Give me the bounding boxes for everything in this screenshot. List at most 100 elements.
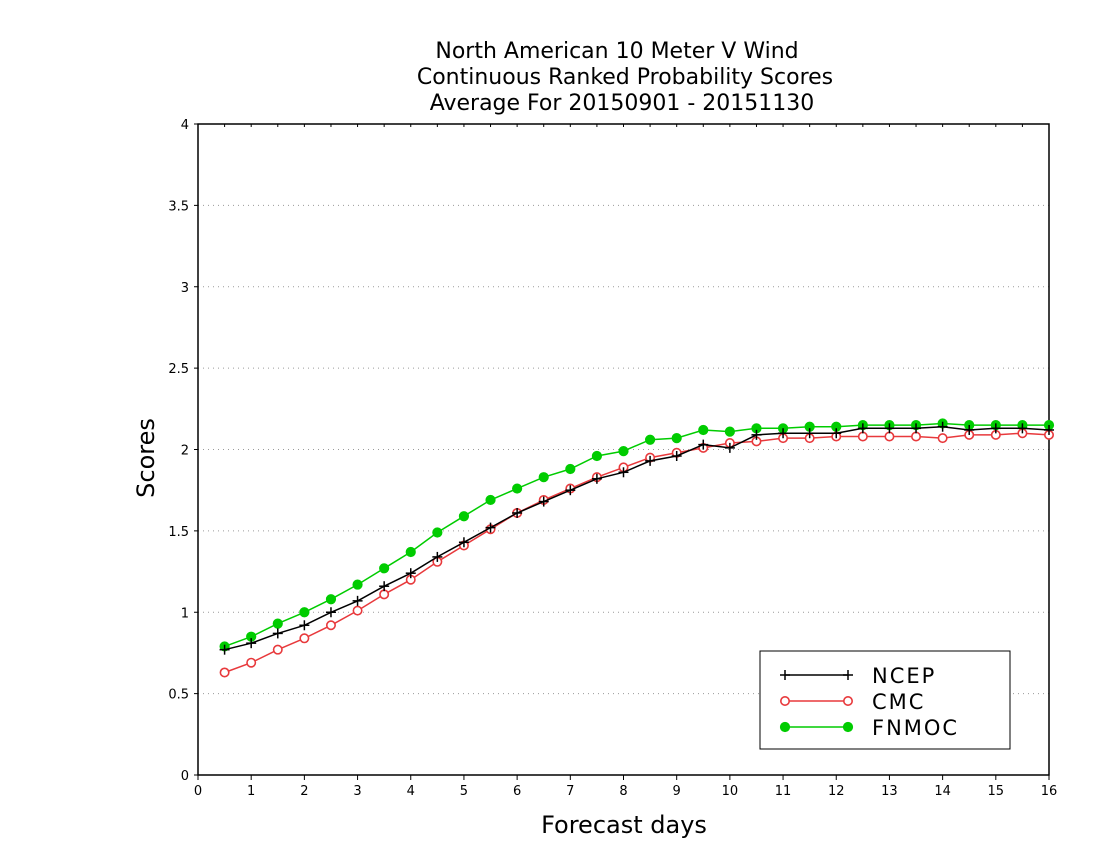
data-point-ncep xyxy=(1017,423,1028,434)
data-point-ncep xyxy=(405,568,416,579)
series-line-fnmoc xyxy=(224,422,1049,648)
data-point-ncep xyxy=(299,620,310,631)
data-point-cmc xyxy=(884,431,895,442)
data-point-ncep xyxy=(325,607,336,618)
legend-marker-cmc xyxy=(779,695,790,706)
legend-label-fnmoc: FNMOC xyxy=(872,716,959,740)
x-tick-label: 16 xyxy=(1041,784,1058,799)
data-point-ncep xyxy=(618,467,629,478)
data-point-fnmoc xyxy=(458,511,470,522)
x-tick-label: 15 xyxy=(988,784,1005,799)
data-point-cmc xyxy=(325,620,336,631)
y-tick-label: 4 xyxy=(181,118,189,133)
data-point-fnmoc xyxy=(538,472,549,483)
x-tick-label: 2 xyxy=(300,784,308,799)
chart-title-line-2: Continuous Ranked Probability Scores xyxy=(417,65,833,90)
x-tick-label: 8 xyxy=(619,784,627,799)
data-point-ncep xyxy=(246,638,257,649)
data-point-ncep xyxy=(964,424,975,435)
data-point-fnmoc xyxy=(724,426,735,437)
data-point-ncep xyxy=(565,485,576,496)
legend-label-ncep: NCEP xyxy=(872,664,936,688)
data-point-fnmoc xyxy=(565,463,576,475)
series-line-cmc xyxy=(224,432,1050,674)
data-point-cmc xyxy=(379,589,390,600)
x-tick-label: 1 xyxy=(247,784,255,799)
data-point-ncep xyxy=(751,429,762,440)
y-tick-label: 2.5 xyxy=(168,362,189,377)
data-point-ncep xyxy=(538,496,549,507)
y-axis-label: Scores xyxy=(132,418,160,498)
data-point-fnmoc xyxy=(352,579,363,590)
x-tick-label: 10 xyxy=(722,784,739,799)
data-point-ncep xyxy=(432,551,443,562)
legend-entry-fnmoc: FNMOC xyxy=(779,716,959,740)
data-point-ncep xyxy=(1044,424,1054,435)
legend-marker-fnmoc xyxy=(779,721,791,733)
chart-title: North American 10 Meter V Wind Continuou… xyxy=(417,39,833,116)
data-point-fnmoc xyxy=(698,424,709,436)
x-tick-label: 14 xyxy=(934,784,951,799)
data-point-ncep xyxy=(857,423,868,434)
data-point-fnmoc xyxy=(379,563,390,574)
data-point-fnmoc xyxy=(618,446,629,457)
x-tick-label: 7 xyxy=(566,784,574,799)
data-point-ncep xyxy=(591,473,602,484)
data-point-cmc xyxy=(219,667,230,678)
y-tick-label: 0.5 xyxy=(168,688,189,703)
data-point-cmc xyxy=(352,605,363,616)
y-tick-label: 2 xyxy=(181,444,189,459)
x-tick-label: 3 xyxy=(353,784,361,799)
data-point-ncep xyxy=(671,451,682,462)
data-point-ncep xyxy=(272,628,283,639)
legend-box xyxy=(759,650,1011,750)
grid-lines xyxy=(198,123,1049,695)
legend-entry-ncep: NCEP xyxy=(780,664,936,688)
data-point-fnmoc xyxy=(405,546,416,558)
data-point-ncep xyxy=(884,423,895,434)
y-tick-label: 3.5 xyxy=(168,199,189,214)
data-point-ncep xyxy=(831,428,842,439)
data-point-ncep xyxy=(698,439,709,450)
data-point-ncep xyxy=(512,507,523,518)
y-tick-label: 3 xyxy=(181,281,189,296)
data-point-ncep xyxy=(485,522,496,533)
series-lines xyxy=(219,418,1055,678)
data-point-fnmoc xyxy=(671,433,682,444)
data-point-cmc xyxy=(246,657,257,668)
data-point-ncep xyxy=(911,423,922,434)
y-tick-label: 1 xyxy=(181,606,189,621)
data-point-fnmoc xyxy=(485,494,496,506)
data-point-cmc xyxy=(857,431,868,442)
data-point-fnmoc xyxy=(432,527,443,538)
x-tick-label: 11 xyxy=(775,784,792,799)
data-point-ncep xyxy=(219,644,230,655)
data-point-fnmoc xyxy=(591,450,603,462)
series-ncep xyxy=(219,421,1054,655)
x-tick-label: 6 xyxy=(513,784,521,799)
data-point-ncep xyxy=(990,423,1001,434)
legend-marker-cmc xyxy=(842,695,853,706)
legend-marker-ncep xyxy=(780,670,790,680)
data-point-ncep xyxy=(645,455,656,466)
x-tick-label: 0 xyxy=(194,784,202,799)
series-fnmoc xyxy=(219,418,1055,652)
data-point-ncep xyxy=(937,421,948,432)
y-axis-ticks: 0 0.5 1 1.5 2 2.5 3 3.5 4 xyxy=(168,118,198,784)
x-tick-label: 4 xyxy=(407,784,415,799)
x-tick-label: 12 xyxy=(828,784,845,799)
data-point-fnmoc xyxy=(512,483,523,494)
x-tick-label: 5 xyxy=(460,784,468,799)
data-point-fnmoc xyxy=(272,618,283,629)
data-point-ncep xyxy=(778,428,789,439)
chart-title-line-1: North American 10 Meter V Wind xyxy=(435,39,798,64)
legend-marker-ncep xyxy=(843,670,853,680)
chart-title-line-3: Average For 20150901 - 20151130 xyxy=(430,91,815,116)
x-axis-ticks: 0 1 2 3 4 5 6 7 8 9 10 11 12 13 14 15 16 xyxy=(194,124,1057,799)
data-point-cmc xyxy=(272,644,283,655)
data-point-ncep xyxy=(804,428,815,439)
data-point-ncep xyxy=(379,581,390,592)
x-tick-label: 9 xyxy=(673,784,681,799)
data-point-cmc xyxy=(299,633,310,644)
